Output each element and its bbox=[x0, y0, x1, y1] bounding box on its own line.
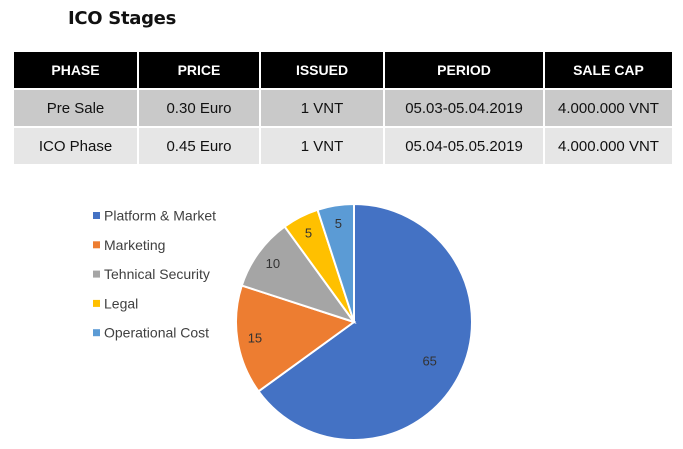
header-issued: ISSUED bbox=[261, 52, 383, 88]
table-row: ICO Phase 0.45 Euro 1 VNT 05.04-05.05.20… bbox=[14, 128, 672, 164]
pie-slice-1 bbox=[235, 284, 357, 393]
pie-slice-2 bbox=[240, 225, 357, 324]
cell-issued: 1 VNT bbox=[261, 90, 383, 126]
cell-period: 05.04-05.05.2019 bbox=[385, 128, 543, 164]
legend-label: Operational Cost bbox=[104, 325, 209, 341]
cell-sale-cap: 4.000.000 VNT bbox=[545, 128, 672, 164]
legend-swatch bbox=[93, 270, 100, 278]
legend-swatch bbox=[93, 329, 100, 337]
cell-price: 0.45 Euro bbox=[139, 128, 259, 164]
legend-label: Tehnical Security bbox=[104, 266, 210, 282]
pie-slice-4 bbox=[316, 202, 355, 323]
header-price: PRICE bbox=[139, 52, 259, 88]
cell-issued: 1 VNT bbox=[261, 128, 383, 164]
pie-slice-0 bbox=[257, 202, 473, 441]
page-title: ICO Stages bbox=[68, 8, 176, 29]
cell-period: 05.03-05.04.2019 bbox=[385, 90, 543, 126]
legend-label: Marketing bbox=[104, 237, 165, 253]
header-period: PERIOD bbox=[385, 52, 543, 88]
legend-swatch bbox=[93, 299, 100, 307]
legend-swatch bbox=[93, 212, 100, 219]
ico-stages-table: PHASE PRICE ISSUED PERIOD SALE CAP Pre S… bbox=[12, 50, 674, 166]
cell-sale-cap: 4.000.000 VNT bbox=[545, 90, 672, 126]
table-header-row: PHASE PRICE ISSUED PERIOD SALE CAP bbox=[14, 52, 672, 88]
cell-phase: Pre Sale bbox=[14, 90, 137, 126]
legend-label: Platform & Market bbox=[104, 208, 216, 224]
data-label: 65 bbox=[422, 354, 436, 369]
header-sale-cap: SALE CAP bbox=[545, 52, 672, 88]
data-label: 10 bbox=[266, 256, 280, 271]
header-phase: PHASE bbox=[14, 52, 137, 88]
legend-label: Legal bbox=[104, 295, 138, 311]
data-label: 5 bbox=[335, 216, 342, 231]
data-label: 15 bbox=[248, 331, 262, 346]
cell-price: 0.30 Euro bbox=[139, 90, 259, 126]
cell-phase: ICO Phase bbox=[14, 128, 137, 164]
table-row: Pre Sale 0.30 Euro 1 VNT 05.03-05.04.201… bbox=[14, 90, 672, 126]
data-label: 5 bbox=[305, 226, 312, 241]
legend-swatch bbox=[93, 241, 100, 249]
